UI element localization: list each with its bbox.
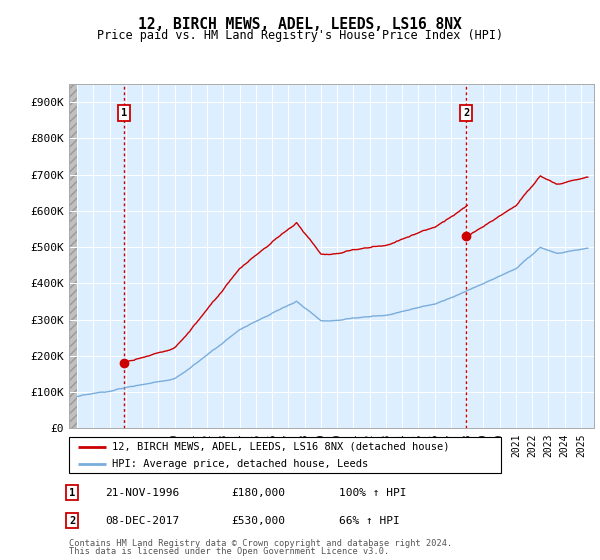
FancyBboxPatch shape [69, 437, 501, 473]
Text: 1: 1 [121, 108, 127, 118]
Text: HPI: Average price, detached house, Leeds: HPI: Average price, detached house, Leed… [112, 459, 368, 469]
Text: 2: 2 [463, 108, 469, 118]
Text: 1: 1 [69, 488, 75, 498]
Text: £180,000: £180,000 [231, 488, 285, 498]
Text: 12, BIRCH MEWS, ADEL, LEEDS, LS16 8NX: 12, BIRCH MEWS, ADEL, LEEDS, LS16 8NX [138, 17, 462, 32]
Text: Contains HM Land Registry data © Crown copyright and database right 2024.: Contains HM Land Registry data © Crown c… [69, 539, 452, 548]
Text: 21-NOV-1996: 21-NOV-1996 [105, 488, 179, 498]
Text: 2: 2 [69, 516, 75, 526]
Text: 12, BIRCH MEWS, ADEL, LEEDS, LS16 8NX (detached house): 12, BIRCH MEWS, ADEL, LEEDS, LS16 8NX (d… [112, 442, 450, 452]
Text: Price paid vs. HM Land Registry's House Price Index (HPI): Price paid vs. HM Land Registry's House … [97, 29, 503, 42]
Text: £530,000: £530,000 [231, 516, 285, 526]
Bar [69, 84, 77, 428]
Text: 100% ↑ HPI: 100% ↑ HPI [339, 488, 407, 498]
Text: This data is licensed under the Open Government Licence v3.0.: This data is licensed under the Open Gov… [69, 548, 389, 557]
Text: 66% ↑ HPI: 66% ↑ HPI [339, 516, 400, 526]
Text: 08-DEC-2017: 08-DEC-2017 [105, 516, 179, 526]
